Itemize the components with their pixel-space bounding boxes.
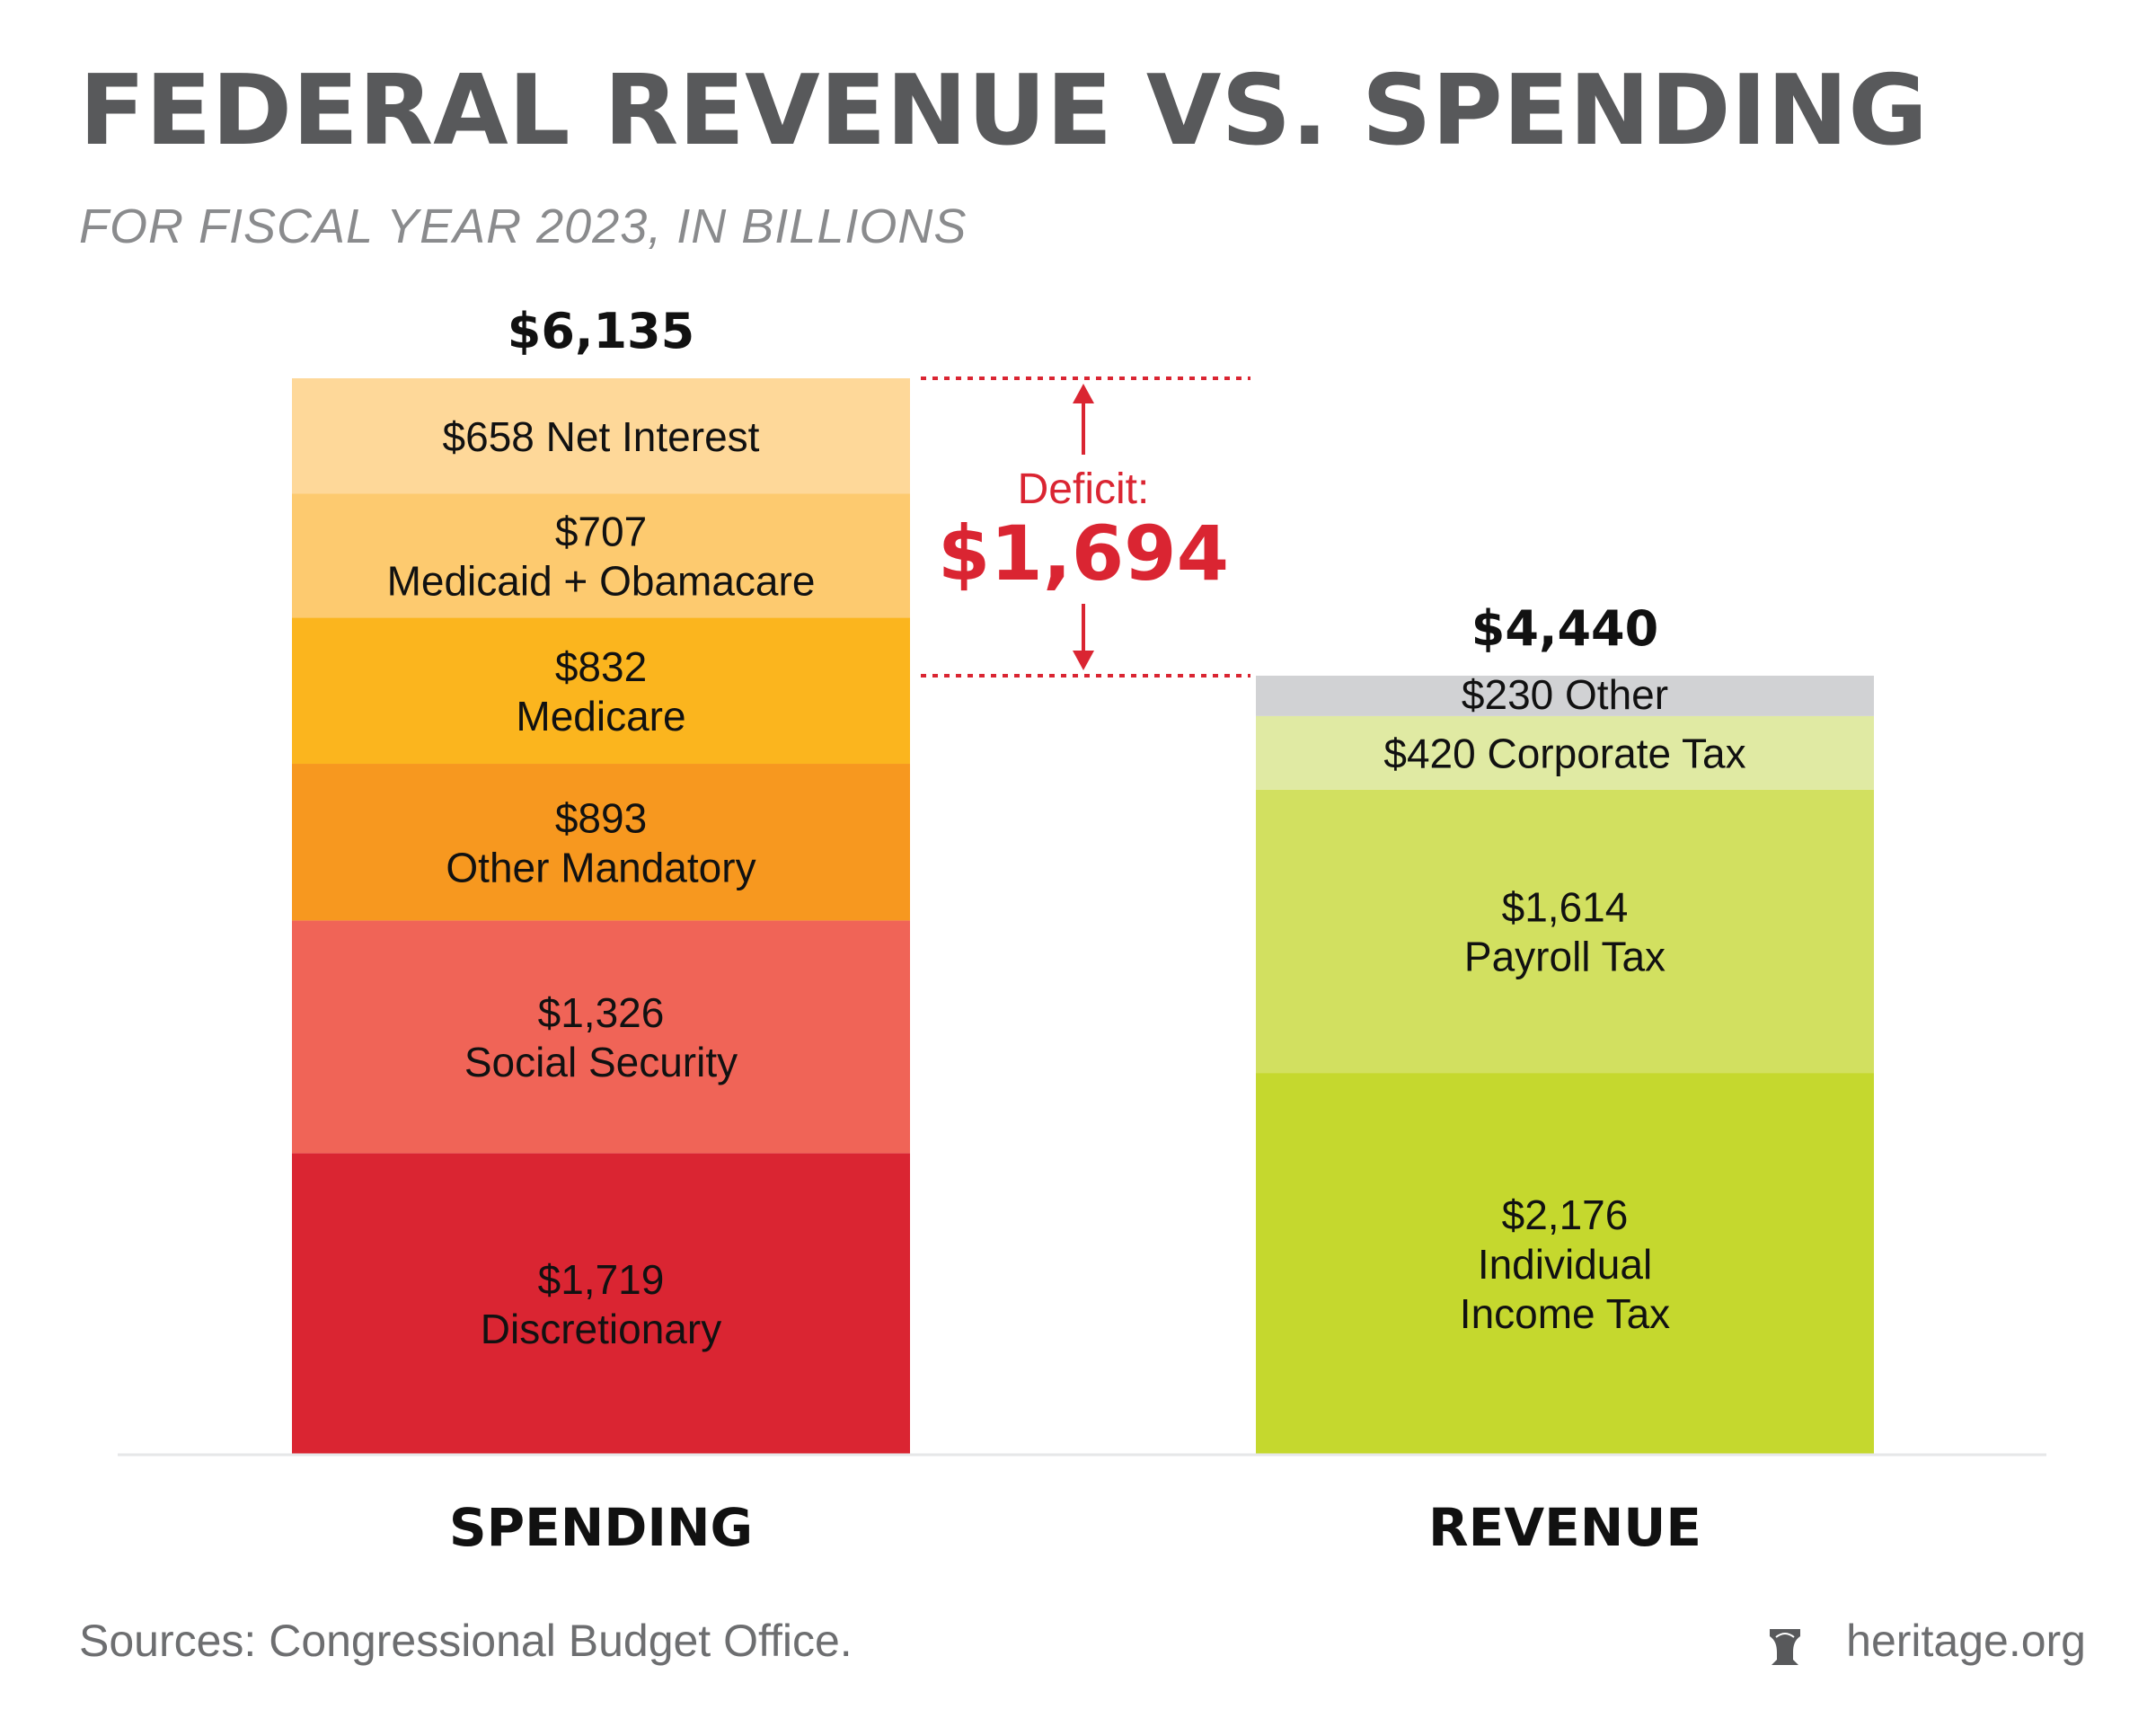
bar-segment-corporate-tax	[1256, 715, 1874, 790]
deficit-annotation: Deficit:$1,694	[921, 376, 1250, 678]
segment-label: Income Tax	[1460, 1290, 1670, 1337]
bar-segment-other-mandatory	[292, 764, 910, 921]
segment-label: Medicaid + Obamacare	[387, 558, 816, 605]
chart-subtitle: FOR FISCAL YEAR 2023, IN BILLIONS	[79, 199, 967, 253]
bar-segment-social-security	[292, 920, 910, 1154]
deficit-value: $1,694	[938, 509, 1229, 598]
bar-total-label: $4,440	[1471, 600, 1658, 657]
bar-segment-other	[1256, 675, 1874, 716]
segment-label: $2,176	[1502, 1191, 1629, 1238]
category-label: SPENDING	[449, 1497, 753, 1558]
bar-segment-medicaid-obamacare	[292, 493, 910, 618]
segment-label: Medicare	[516, 693, 685, 740]
segment-label: Payroll Tax	[1464, 934, 1666, 980]
bar-segment-net-interest	[292, 378, 910, 494]
arrowhead-down	[1073, 650, 1094, 670]
category-label: REVENUE	[1428, 1497, 1701, 1558]
segment-label: $832	[555, 643, 647, 690]
liberty-bell-icon	[1770, 1629, 1800, 1665]
segment-label: $420 Corporate Tax	[1383, 730, 1745, 776]
segment-label: $893	[555, 794, 647, 841]
bar-total-label: $6,135	[508, 303, 694, 359]
brand-link[interactable]: heritage.org	[1846, 1616, 2086, 1666]
segment-label: Individual	[1478, 1241, 1652, 1288]
segment-label: Discretionary	[481, 1306, 721, 1352]
segment-label: $230 Other	[1462, 671, 1668, 718]
bar-segment-medicare	[292, 617, 910, 765]
segment-label: $658 Net Interest	[443, 413, 760, 460]
deficit-label: Deficit:	[1018, 465, 1150, 513]
segment-label: $707	[555, 509, 647, 555]
bar-segment-discretionary	[292, 1153, 910, 1455]
segment-label: $1,326	[538, 989, 665, 1036]
bar-segment-payroll-tax	[1256, 789, 1874, 1074]
segment-label: $1,614	[1502, 884, 1629, 931]
chart-title: FEDERAL REVENUE VS. SPENDING	[79, 55, 1928, 167]
bar-segment-individual-income-tax	[1256, 1073, 1874, 1455]
segment-label: Social Security	[464, 1039, 738, 1085]
segment-label: $1,719	[538, 1256, 665, 1303]
segment-label: Other Mandatory	[446, 844, 755, 890]
arrowhead-up	[1073, 384, 1094, 403]
source-note: Sources: Congressional Budget Office.	[79, 1616, 853, 1666]
